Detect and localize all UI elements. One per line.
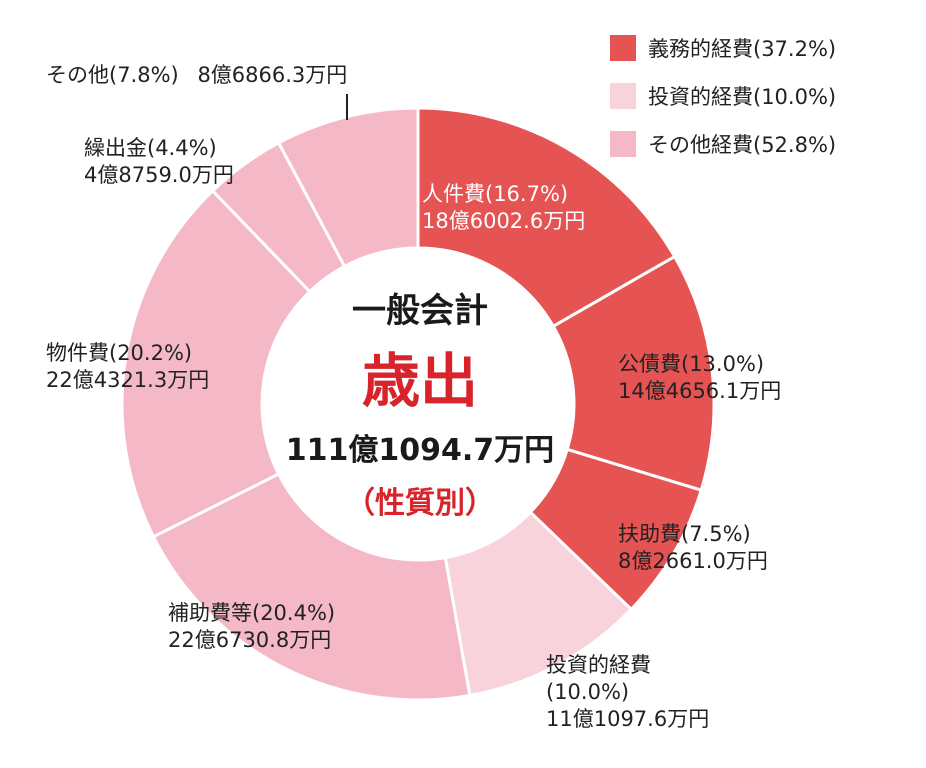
center-subtitle: 一般会計 [352,291,488,331]
slice-label-name: 補助費等(20.4%) [168,601,336,625]
slice-label-subsidies: 補助費等(20.4%) 22億6730.8万円 [168,600,335,654]
slice-label-amount: 22億4321.3万円 [46,368,210,392]
slice-label-public-debt: 公債費(13.0%) 14億4656.1万円 [618,351,781,405]
center-total: 111億1094.7万円 [285,433,555,468]
donut-center [264,250,572,558]
slice-label-amount: 14億4656.1万円 [618,379,782,403]
slice-label-name-2: (10.0%) [546,680,630,704]
slice-label-name: 物件費(20.2%) [46,341,193,365]
legend: 義務的経費(37.2%) 投資的経費(10.0%) その他経費(52.8%) [610,34,836,178]
slice-label-transfers: 繰出金(4.4%) 4億8759.0万円 [84,135,234,189]
slice-label-other: その他(7.8%) 8億6866.3万円 [46,62,347,89]
legend-swatch [610,82,636,109]
slice-label-name: その他(7.8%) [46,63,179,87]
slice-label-amount: 11億1097.6万円 [546,707,710,731]
slice-label-welfare: 扶助費(7.5%) 8億2661.0万円 [618,521,768,575]
slice-label-personnel: 人件費(16.7%) 18億6002.6万円 [422,181,585,235]
slice-label-name: 投資的経費 [546,653,651,677]
donut-slice-materials [120,188,312,539]
center-classification: （性質別） [345,486,495,521]
slice-label-name: 人件費(16.7%) [422,182,569,206]
legend-item-mandatory: 義務的経費(37.2%) [610,34,836,61]
slice-label-amount: 22億6730.8万円 [168,628,332,652]
slice-label-name: 扶助費(7.5%) [618,522,751,546]
legend-label: 投資的経費(10.0%) [648,84,837,109]
legend-item-other: その他経費(52.8%) [610,130,836,157]
slice-label-materials: 物件費(20.2%) 22億4321.3万円 [46,340,209,394]
slice-label-investment: 投資的経費 (10.0%) 11億1097.6万円 [546,652,709,733]
legend-label: その他経費(52.8%) [648,132,837,157]
slice-label-name: 公債費(13.0%) [618,352,765,376]
slice-label-amount: 8億6866.3万円 [197,63,348,87]
donut-slice-subsidies [151,471,472,702]
slice-label-name: 繰出金(4.4%) [84,136,217,160]
legend-swatch [610,130,636,157]
donut-slice-other [276,106,420,269]
center-title: 歳出 [361,347,478,415]
legend-label: 義務的経費(37.2%) [648,36,837,61]
donut-slice-personnel [416,106,677,329]
legend-item-investment: 投資的経費(10.0%) [610,82,836,109]
slice-label-amount: 4億8759.0万円 [84,163,234,187]
legend-swatch [610,34,636,61]
slice-label-amount: 8億2661.0万円 [618,549,768,573]
slice-label-amount: 18億6002.6万円 [422,209,586,233]
